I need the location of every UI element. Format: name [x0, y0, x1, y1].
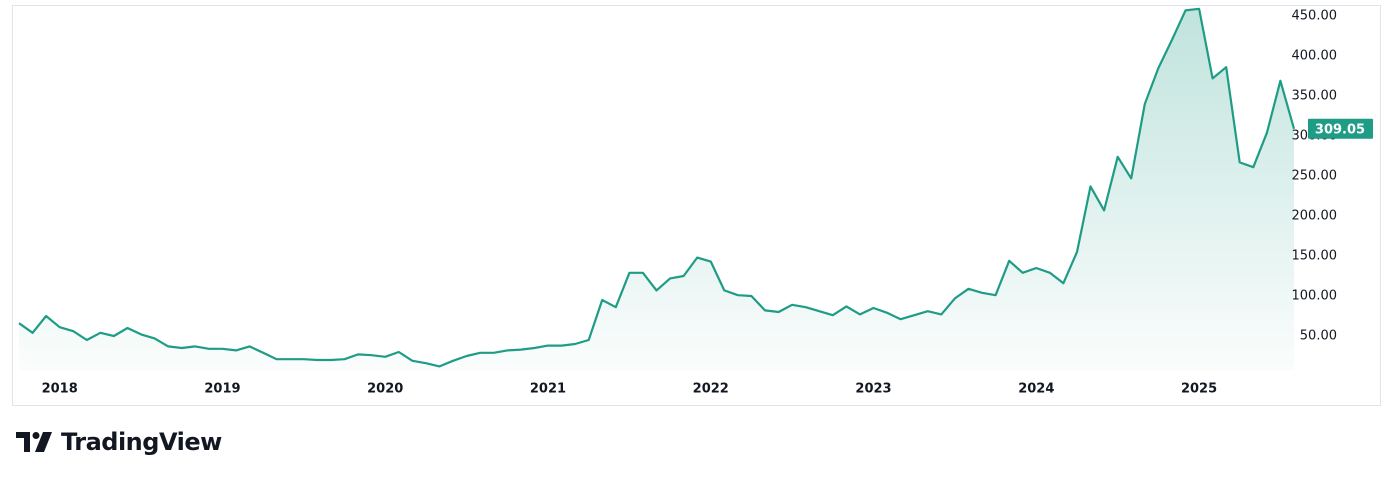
brand-logo [16, 432, 52, 452]
x-tick-label: 2018 [42, 382, 78, 397]
x-tick-label: 2021 [530, 382, 566, 397]
last-price-badge [1308, 118, 1373, 139]
x-tick-label: 2022 [693, 382, 729, 397]
x-tick-label: 2025 [1181, 382, 1217, 397]
y-tick-label: 400.00 [1292, 49, 1338, 64]
chart-frame [12, 5, 1381, 406]
y-tick-label: 150.00 [1292, 249, 1338, 264]
area-fill [19, 8, 1294, 371]
x-tick-label: 2019 [204, 382, 240, 397]
price-line [18, 7, 1296, 368]
y-tick-label: 450.00 [1292, 9, 1338, 24]
x-tick-label: 2024 [1018, 382, 1054, 397]
y-tick-label: 200.00 [1292, 209, 1338, 224]
x-tick-label: 2020 [367, 382, 403, 397]
y-tick-label: 250.00 [1292, 169, 1338, 184]
y-tick-label: 50.00 [1300, 329, 1337, 344]
x-tick-label: 2023 [855, 382, 891, 397]
y-tick-label: 100.00 [1292, 289, 1338, 304]
last-price-label: 309.05 [1315, 122, 1365, 137]
brand-name: TradingView [61, 428, 222, 456]
y-tick-label: 350.00 [1292, 89, 1338, 104]
